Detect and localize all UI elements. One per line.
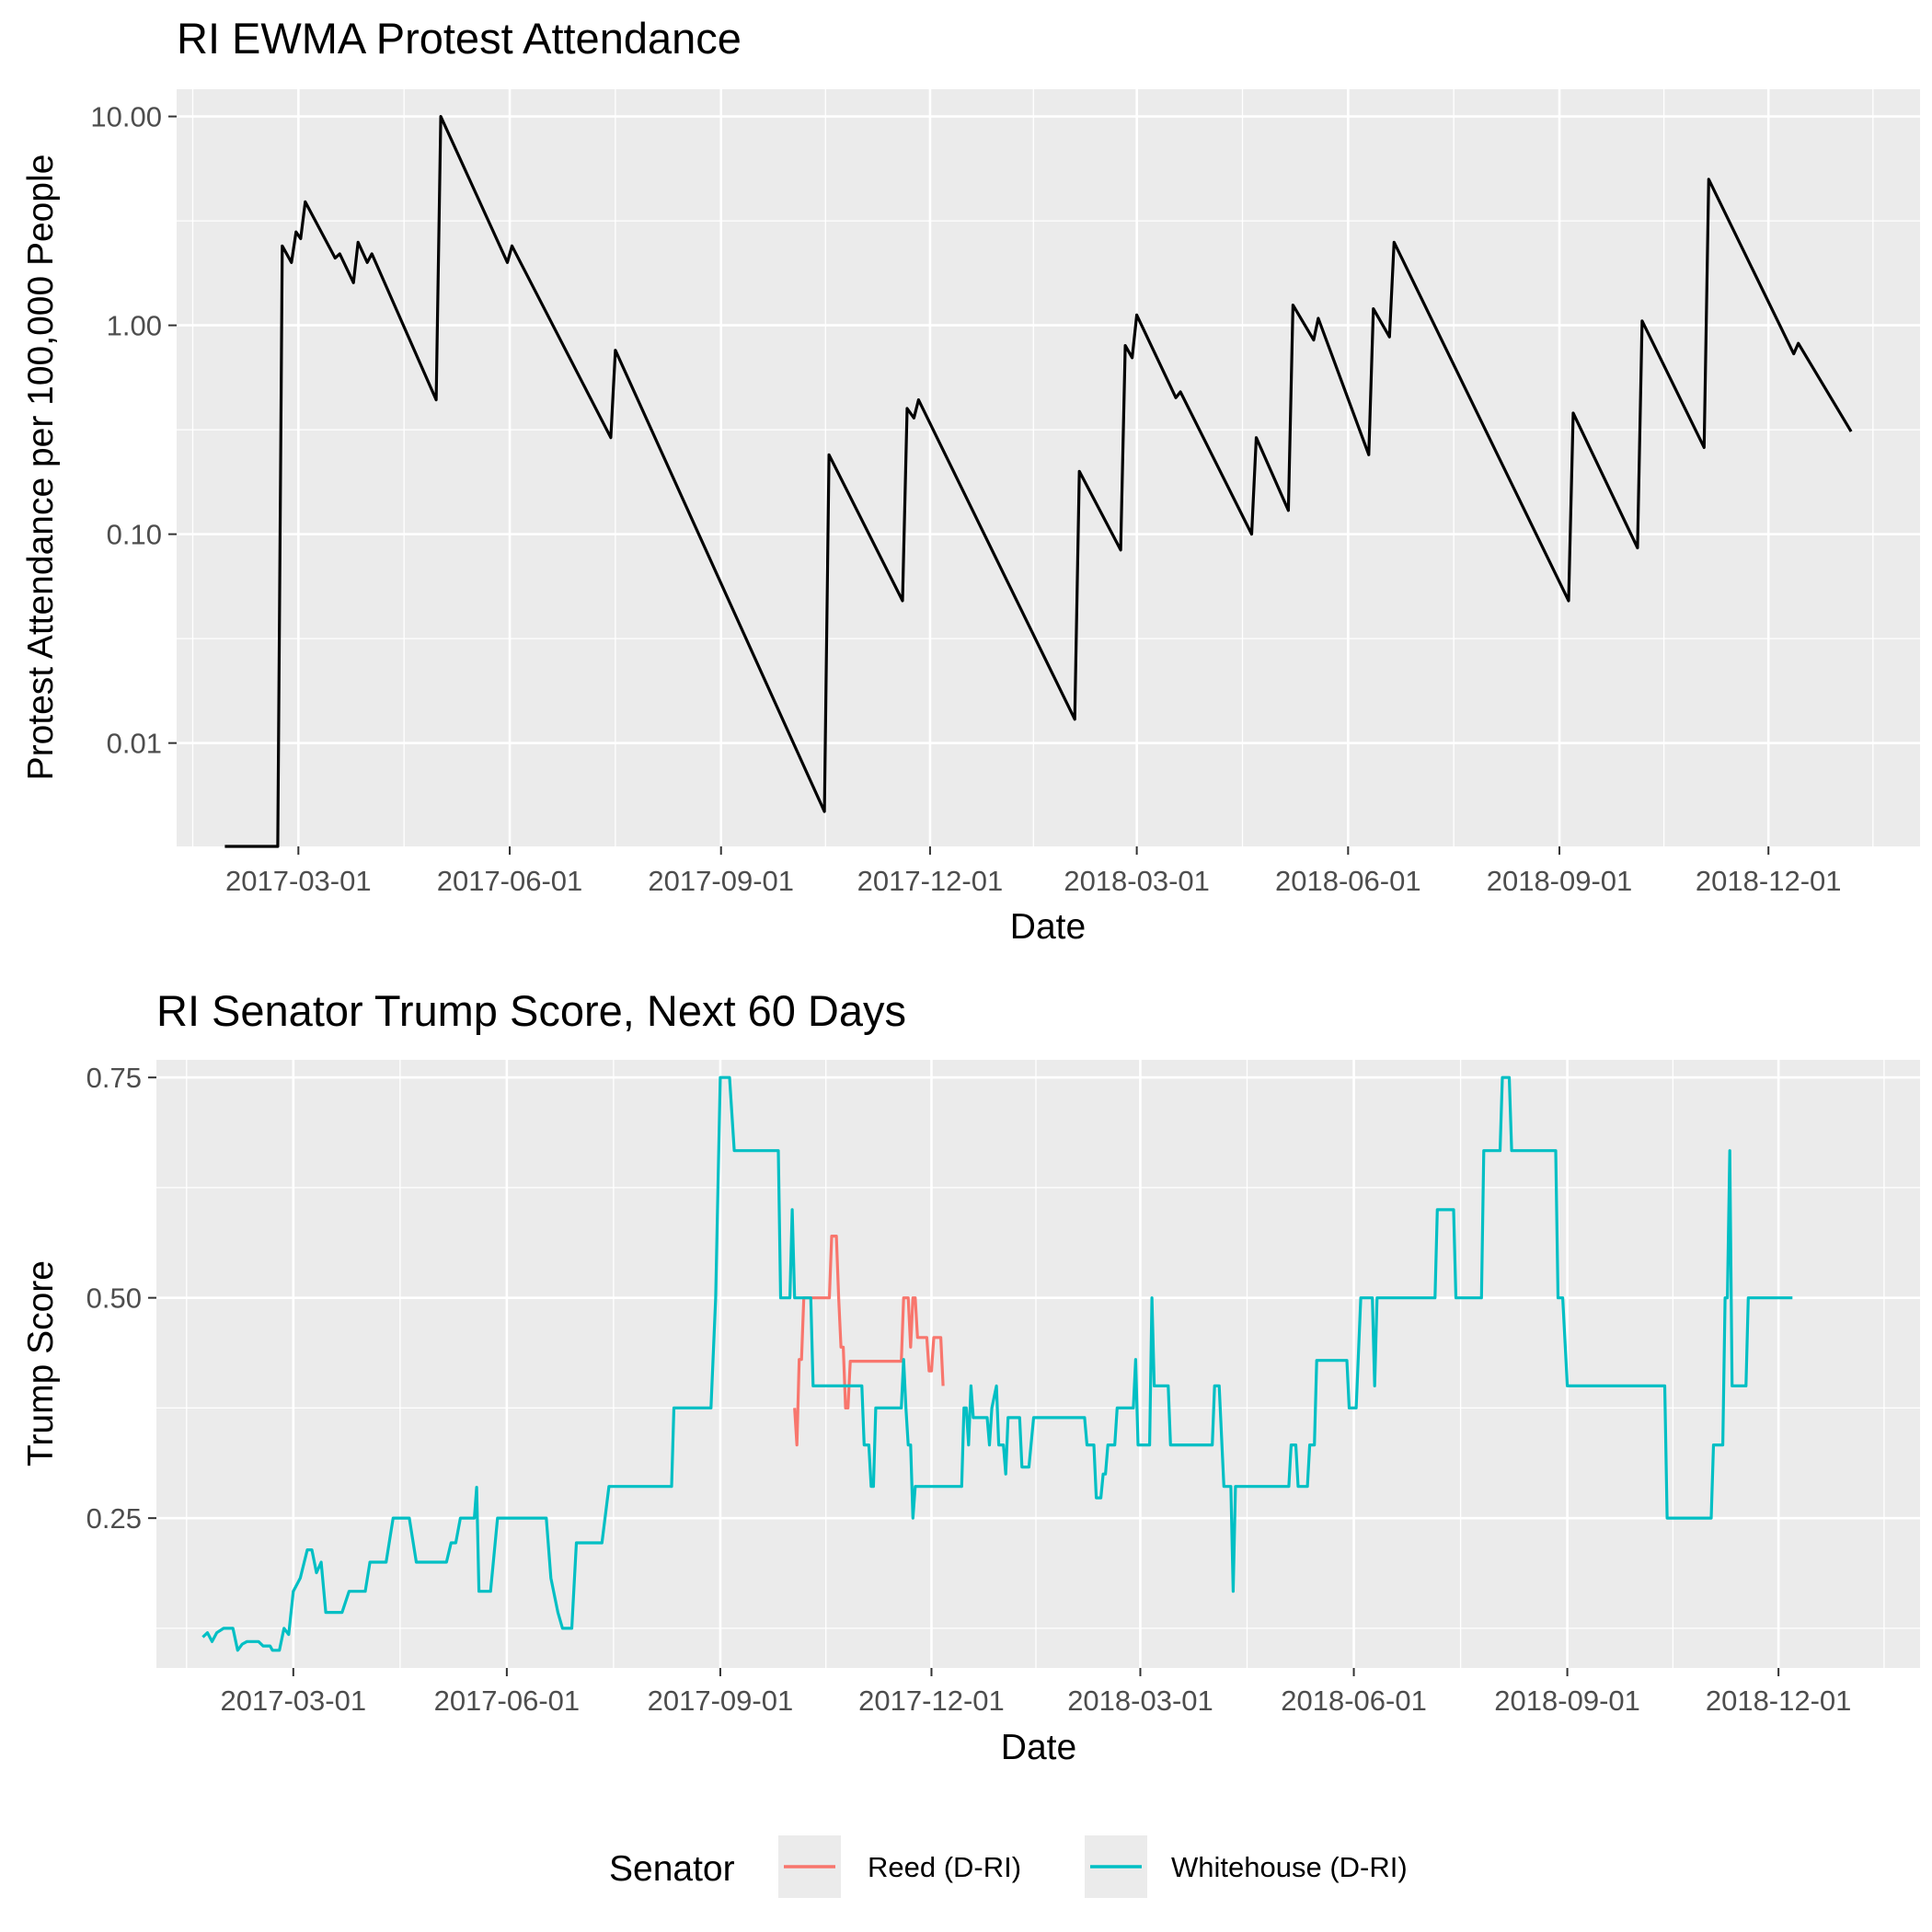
legend-label-reed: Reed (D-RI) [868,1851,1021,1883]
series-line-series-1 [224,114,1853,848]
chart-2-lines [201,1075,1793,1652]
x-tick-label: 2018-12-01 [1696,865,1842,897]
x-tick-label: 2017-06-01 [437,865,583,897]
series-line-reed [793,1234,945,1447]
y-tick-label: 0.10 [107,519,162,551]
x-tick-label: 2018-06-01 [1275,865,1421,897]
chart-2-x-axis: 2017-03-01 2017-06-01 2017-09-01 2017-12-01… [221,1668,1852,1717]
legend-title: Senator [609,1849,735,1889]
x-tick-label: 2017-06-01 [434,1685,581,1717]
chart-2-x-axis-title: Date [1001,1728,1076,1767]
chart-1-x-axis: 2017-03-01 2017-06-01 2017-09-01 2017-12-01… [225,846,1842,897]
chart-1-title: RI EWMA Protest Attendance [177,14,742,63]
chart-1-lines [224,114,1853,848]
chart-1-grid [177,89,1920,846]
chart-1-x-axis-title: Date [1010,907,1086,947]
y-tick-label: 0.01 [107,728,162,760]
legend: Senator Reed (D-RI) Whitehouse (D-RI) [609,1835,1408,1898]
x-tick-label: 2017-03-01 [225,865,372,897]
chart-2-title: RI Senator Trump Score, Next 60 Days [156,986,906,1035]
x-tick-label: 2017-03-01 [221,1685,367,1717]
x-tick-label: 2018-06-01 [1281,1685,1427,1717]
chart-1: RI EWMA Protest Attendance 0.01 0.10 1.00 1… [21,14,1920,947]
chart-1-y-axis: 0.01 0.10 1.00 10.00 [90,101,177,760]
chart-1-y-axis-title: Protest Attendance per 100,000 People [21,155,61,781]
y-tick-label: 0.25 [86,1502,142,1535]
chart-2-plot-area [156,1060,1920,1668]
x-tick-label: 2018-09-01 [1487,865,1633,897]
legend-label-whitehouse: Whitehouse (D-RI) [1171,1851,1408,1883]
y-tick-label: 0.75 [86,1062,142,1094]
x-tick-label: 2018-03-01 [1064,865,1210,897]
chart-1-plot-area [177,89,1920,846]
y-tick-label: 1.00 [107,310,162,342]
x-tick-label: 2017-12-01 [858,1685,1005,1717]
chart-2: RI Senator Trump Score, Next 60 Days 0.2… [21,986,1920,1767]
chart-2-y-axis-title: Trump Score [21,1260,61,1466]
y-tick-label: 0.50 [86,1282,142,1315]
series-line-whitehouse [201,1075,1793,1652]
x-tick-label: 2017-09-01 [648,1685,794,1717]
x-tick-label: 2018-09-01 [1494,1685,1640,1717]
x-tick-label: 2017-12-01 [857,865,1004,897]
x-tick-label: 2018-03-01 [1067,1685,1213,1717]
chart-2-grid [156,1060,1920,1668]
chart-2-y-axis: 0.25 0.50 0.75 [86,1062,156,1535]
x-tick-label: 2018-12-01 [1706,1685,1852,1717]
x-tick-label: 2017-09-01 [648,865,794,897]
y-tick-label: 10.00 [90,101,162,133]
